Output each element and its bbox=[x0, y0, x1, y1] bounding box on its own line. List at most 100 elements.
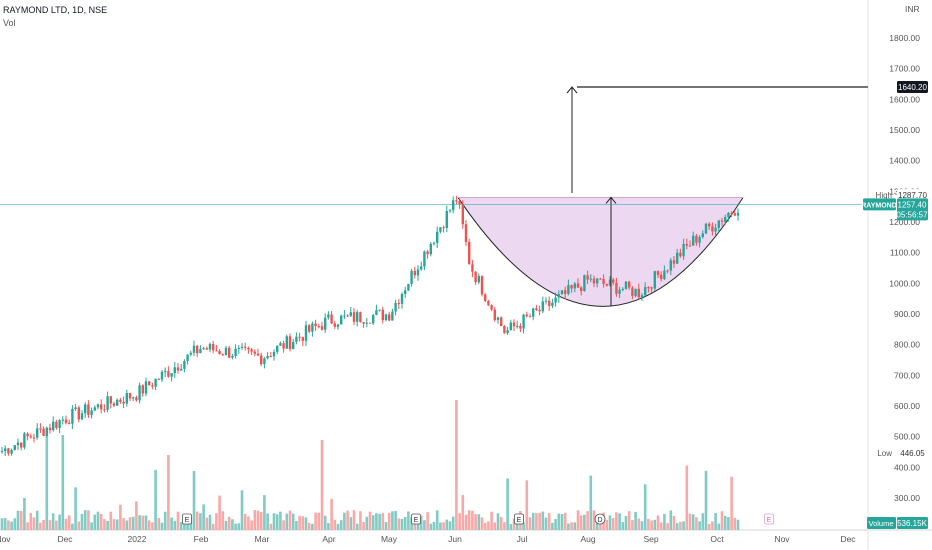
volume-bar bbox=[304, 517, 308, 530]
volume-bar bbox=[359, 511, 362, 530]
cup-fill bbox=[458, 197, 743, 307]
price-axis[interactable]: 300.00 400.00 500.00 600.00 700.00 800.00 900.… bbox=[861, 33, 928, 529]
volume-bar bbox=[115, 519, 119, 530]
candle-body bbox=[720, 220, 724, 222]
volume-bar bbox=[711, 521, 714, 530]
volume-bar bbox=[672, 516, 676, 530]
candle-body bbox=[48, 427, 52, 431]
candle-body bbox=[128, 393, 132, 399]
volume-bar bbox=[688, 513, 692, 530]
candle-body bbox=[205, 348, 208, 350]
candle-body bbox=[468, 242, 471, 265]
y-tick-label: 1800.00 bbox=[889, 33, 920, 43]
candle-body bbox=[208, 343, 212, 350]
candle-body bbox=[263, 358, 266, 365]
candle-body bbox=[685, 243, 688, 246]
volume-bar bbox=[618, 513, 621, 530]
volume-bar bbox=[698, 521, 701, 530]
volume-bar bbox=[154, 469, 157, 530]
volume-bar bbox=[192, 470, 196, 530]
volume-bar bbox=[167, 455, 170, 530]
volume-bar bbox=[253, 510, 257, 530]
candle-body bbox=[154, 378, 157, 387]
volume-bar bbox=[272, 513, 276, 530]
candle-body bbox=[711, 226, 714, 232]
candle-body bbox=[228, 347, 231, 358]
candle-body bbox=[653, 271, 656, 289]
candle-body bbox=[186, 354, 189, 362]
candle-body bbox=[487, 300, 490, 306]
volume-bar bbox=[237, 523, 241, 530]
candle-body bbox=[61, 419, 64, 421]
candle-body bbox=[500, 317, 503, 327]
candle-body bbox=[388, 314, 391, 321]
volume-bar bbox=[90, 522, 93, 530]
time-axis[interactable]: Nov Dec 2022 Feb Mar Apr May Jun Jul Aug Sep Oct Nov… bbox=[0, 534, 856, 544]
candle-body bbox=[525, 314, 528, 317]
candle-body bbox=[247, 347, 250, 350]
y-tick-label: 300.00 bbox=[894, 493, 920, 503]
candle-body bbox=[445, 211, 448, 228]
volume-badge-label-bg bbox=[867, 517, 896, 529]
volume-bar bbox=[477, 514, 481, 530]
volume-bar bbox=[250, 520, 253, 530]
x-tick-label: Dec bbox=[57, 534, 73, 544]
volume-bar bbox=[656, 515, 660, 530]
volume-bar bbox=[352, 510, 356, 530]
candle-body bbox=[615, 282, 618, 294]
volume-bar bbox=[51, 513, 55, 530]
volume-bar bbox=[547, 513, 551, 530]
candle-body bbox=[573, 283, 576, 289]
candle-body bbox=[231, 355, 234, 358]
candle-body bbox=[509, 322, 512, 331]
volume-bar bbox=[691, 514, 695, 530]
candle-body bbox=[541, 301, 544, 312]
volume-bar bbox=[707, 523, 711, 530]
volume-bar bbox=[339, 520, 343, 530]
candle-body bbox=[84, 404, 87, 414]
volume-legend-label[interactable]: Vol bbox=[3, 18, 16, 28]
volume-bar bbox=[125, 520, 129, 530]
volume-bar bbox=[205, 517, 209, 530]
volume-bar bbox=[87, 510, 90, 530]
candle-body bbox=[570, 285, 573, 289]
candle-body bbox=[490, 305, 493, 310]
volume-bar bbox=[647, 518, 650, 530]
volume-bar bbox=[573, 522, 577, 530]
volume-bar bbox=[144, 515, 148, 530]
y-tick-label: 1500.00 bbox=[889, 125, 920, 135]
y-tick-label: 1100.00 bbox=[890, 248, 920, 258]
volume-bar bbox=[634, 511, 637, 530]
volume-bar bbox=[685, 465, 689, 530]
x-tick-label: Dec bbox=[840, 534, 856, 544]
candle-body bbox=[304, 325, 308, 341]
currency-label: INR bbox=[905, 4, 920, 14]
volume-bar bbox=[599, 522, 602, 530]
candle-body bbox=[544, 300, 548, 302]
candle-body bbox=[292, 341, 295, 350]
candle-body bbox=[727, 212, 730, 218]
volume-bar bbox=[717, 523, 721, 530]
volume-bar bbox=[733, 517, 737, 530]
candle-body bbox=[282, 343, 285, 349]
candle-body bbox=[64, 419, 68, 423]
volume-bar bbox=[247, 516, 250, 530]
candle-body bbox=[100, 404, 103, 410]
volume-badge-value: 536.15K bbox=[897, 519, 927, 528]
volume-bar bbox=[493, 522, 497, 530]
volume-bar bbox=[490, 511, 493, 530]
y-tick-label: 900.00 bbox=[894, 309, 920, 319]
last-price-value-bg bbox=[897, 198, 928, 221]
candles bbox=[0, 195, 740, 457]
volume-bar bbox=[288, 510, 292, 530]
candle-body bbox=[612, 279, 615, 283]
candle-body bbox=[692, 235, 695, 246]
symbol-title[interactable]: RAYMOND LTD, 1D, NSE bbox=[3, 5, 108, 15]
volume-bar bbox=[333, 519, 337, 530]
volume-bar bbox=[112, 519, 116, 530]
candle-body bbox=[436, 231, 439, 243]
candle-body bbox=[87, 404, 90, 416]
volume-bar bbox=[531, 512, 535, 530]
